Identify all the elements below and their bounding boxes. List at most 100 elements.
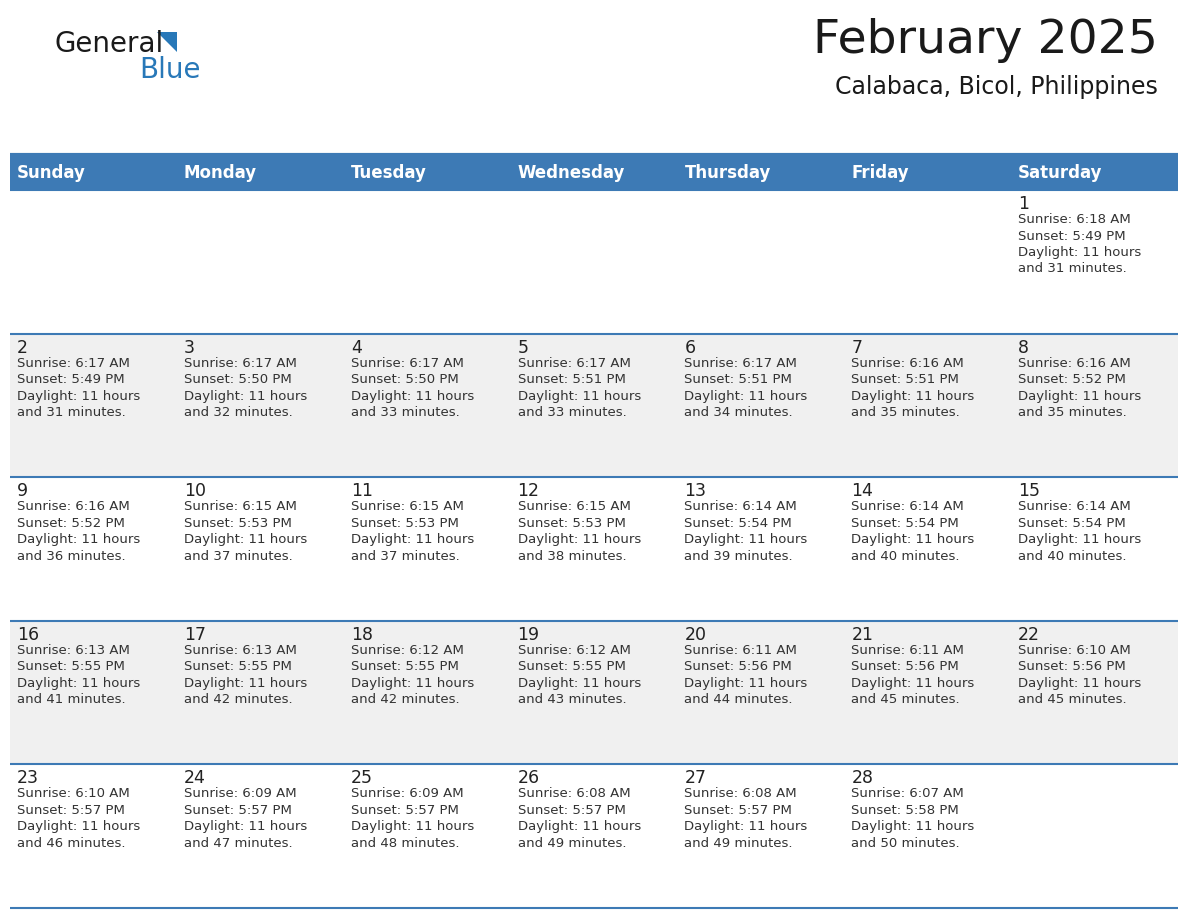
Text: and 33 minutes.: and 33 minutes. bbox=[350, 406, 460, 420]
Text: Sunset: 5:52 PM: Sunset: 5:52 PM bbox=[17, 517, 125, 530]
Bar bbox=[10, 765, 1178, 908]
Bar bbox=[177, 155, 343, 190]
Text: 23: 23 bbox=[17, 769, 39, 788]
Text: 14: 14 bbox=[852, 482, 873, 500]
Bar bbox=[343, 155, 511, 190]
Bar bbox=[10, 155, 177, 190]
Text: Daylight: 11 hours: Daylight: 11 hours bbox=[17, 389, 140, 403]
Text: 18: 18 bbox=[350, 626, 373, 644]
Text: Sunset: 5:53 PM: Sunset: 5:53 PM bbox=[184, 517, 292, 530]
Text: and 35 minutes.: and 35 minutes. bbox=[1018, 406, 1127, 420]
Text: Tuesday: Tuesday bbox=[350, 163, 426, 182]
Text: 20: 20 bbox=[684, 626, 707, 644]
Text: Daylight: 11 hours: Daylight: 11 hours bbox=[17, 821, 140, 834]
Text: 4: 4 bbox=[350, 339, 361, 356]
Text: Daylight: 11 hours: Daylight: 11 hours bbox=[184, 677, 308, 689]
Text: and 39 minutes.: and 39 minutes. bbox=[684, 550, 794, 563]
Text: and 42 minutes.: and 42 minutes. bbox=[184, 693, 292, 706]
Text: and 36 minutes.: and 36 minutes. bbox=[17, 550, 126, 563]
Text: 3: 3 bbox=[184, 339, 195, 356]
Text: and 31 minutes.: and 31 minutes. bbox=[17, 406, 126, 420]
Text: and 33 minutes.: and 33 minutes. bbox=[518, 406, 626, 420]
Text: Daylight: 11 hours: Daylight: 11 hours bbox=[184, 821, 308, 834]
Text: 9: 9 bbox=[17, 482, 29, 500]
Text: Sunrise: 6:09 AM: Sunrise: 6:09 AM bbox=[350, 788, 463, 800]
Text: Daylight: 11 hours: Daylight: 11 hours bbox=[518, 533, 640, 546]
Text: 10: 10 bbox=[184, 482, 206, 500]
Text: Sunset: 5:57 PM: Sunset: 5:57 PM bbox=[184, 804, 292, 817]
Text: Sunrise: 6:07 AM: Sunrise: 6:07 AM bbox=[852, 788, 963, 800]
Text: and 41 minutes.: and 41 minutes. bbox=[17, 693, 126, 706]
Text: Daylight: 11 hours: Daylight: 11 hours bbox=[350, 533, 474, 546]
Text: and 40 minutes.: and 40 minutes. bbox=[1018, 550, 1126, 563]
Text: Friday: Friday bbox=[852, 163, 909, 182]
Bar bbox=[677, 155, 845, 190]
Text: Sunset: 5:55 PM: Sunset: 5:55 PM bbox=[17, 660, 125, 673]
Text: Sunset: 5:56 PM: Sunset: 5:56 PM bbox=[852, 660, 959, 673]
Text: 27: 27 bbox=[684, 769, 707, 788]
Text: Sunset: 5:58 PM: Sunset: 5:58 PM bbox=[852, 804, 959, 817]
Text: Sunset: 5:55 PM: Sunset: 5:55 PM bbox=[518, 660, 625, 673]
Text: Sunset: 5:57 PM: Sunset: 5:57 PM bbox=[17, 804, 125, 817]
Text: Daylight: 11 hours: Daylight: 11 hours bbox=[184, 533, 308, 546]
Bar bbox=[10, 621, 1178, 765]
Text: Sunrise: 6:17 AM: Sunrise: 6:17 AM bbox=[684, 356, 797, 370]
Text: Sunrise: 6:13 AM: Sunrise: 6:13 AM bbox=[184, 644, 297, 656]
Text: 26: 26 bbox=[518, 769, 539, 788]
Text: Daylight: 11 hours: Daylight: 11 hours bbox=[852, 821, 974, 834]
Text: Sunrise: 6:13 AM: Sunrise: 6:13 AM bbox=[17, 644, 129, 656]
Text: Daylight: 11 hours: Daylight: 11 hours bbox=[518, 389, 640, 403]
Text: Saturday: Saturday bbox=[1018, 163, 1102, 182]
Text: 28: 28 bbox=[852, 769, 873, 788]
Bar bbox=[10, 190, 1178, 333]
Text: Sunrise: 6:14 AM: Sunrise: 6:14 AM bbox=[684, 500, 797, 513]
Text: Sunset: 5:57 PM: Sunset: 5:57 PM bbox=[518, 804, 625, 817]
Text: 25: 25 bbox=[350, 769, 373, 788]
Text: Sunset: 5:55 PM: Sunset: 5:55 PM bbox=[350, 660, 459, 673]
Text: Sunrise: 6:10 AM: Sunrise: 6:10 AM bbox=[1018, 644, 1131, 656]
Text: and 34 minutes.: and 34 minutes. bbox=[684, 406, 794, 420]
Polygon shape bbox=[157, 32, 177, 52]
Text: and 45 minutes.: and 45 minutes. bbox=[852, 693, 960, 706]
Text: and 38 minutes.: and 38 minutes. bbox=[518, 550, 626, 563]
Text: 12: 12 bbox=[518, 482, 539, 500]
Text: Sunrise: 6:15 AM: Sunrise: 6:15 AM bbox=[518, 500, 631, 513]
Text: Sunset: 5:54 PM: Sunset: 5:54 PM bbox=[684, 517, 792, 530]
Text: Sunset: 5:54 PM: Sunset: 5:54 PM bbox=[852, 517, 959, 530]
Text: Sunset: 5:56 PM: Sunset: 5:56 PM bbox=[1018, 660, 1126, 673]
Text: Sunset: 5:49 PM: Sunset: 5:49 PM bbox=[1018, 230, 1126, 242]
Text: Monday: Monday bbox=[184, 163, 257, 182]
Text: Sunrise: 6:08 AM: Sunrise: 6:08 AM bbox=[684, 788, 797, 800]
Text: and 45 minutes.: and 45 minutes. bbox=[1018, 693, 1126, 706]
Text: Sunday: Sunday bbox=[17, 163, 86, 182]
Text: Daylight: 11 hours: Daylight: 11 hours bbox=[184, 389, 308, 403]
Text: Daylight: 11 hours: Daylight: 11 hours bbox=[852, 677, 974, 689]
Text: and 42 minutes.: and 42 minutes. bbox=[350, 693, 460, 706]
Text: Daylight: 11 hours: Daylight: 11 hours bbox=[1018, 246, 1142, 259]
Text: Sunrise: 6:17 AM: Sunrise: 6:17 AM bbox=[350, 356, 463, 370]
Text: Sunrise: 6:17 AM: Sunrise: 6:17 AM bbox=[17, 356, 129, 370]
Text: Sunset: 5:50 PM: Sunset: 5:50 PM bbox=[350, 373, 459, 386]
Text: Sunrise: 6:15 AM: Sunrise: 6:15 AM bbox=[350, 500, 463, 513]
Text: 17: 17 bbox=[184, 626, 206, 644]
Text: 11: 11 bbox=[350, 482, 373, 500]
Text: and 50 minutes.: and 50 minutes. bbox=[852, 837, 960, 850]
Text: Sunrise: 6:18 AM: Sunrise: 6:18 AM bbox=[1018, 213, 1131, 226]
Text: Daylight: 11 hours: Daylight: 11 hours bbox=[684, 821, 808, 834]
Text: 21: 21 bbox=[852, 626, 873, 644]
Text: and 44 minutes.: and 44 minutes. bbox=[684, 693, 792, 706]
Text: Thursday: Thursday bbox=[684, 163, 771, 182]
Text: Wednesday: Wednesday bbox=[518, 163, 625, 182]
Bar bbox=[845, 155, 1011, 190]
Text: Daylight: 11 hours: Daylight: 11 hours bbox=[852, 389, 974, 403]
Text: Sunset: 5:49 PM: Sunset: 5:49 PM bbox=[17, 373, 125, 386]
Text: Daylight: 11 hours: Daylight: 11 hours bbox=[852, 533, 974, 546]
Text: Sunrise: 6:16 AM: Sunrise: 6:16 AM bbox=[1018, 356, 1131, 370]
Text: Sunset: 5:52 PM: Sunset: 5:52 PM bbox=[1018, 373, 1126, 386]
Text: 16: 16 bbox=[17, 626, 39, 644]
Text: Daylight: 11 hours: Daylight: 11 hours bbox=[684, 677, 808, 689]
Text: Daylight: 11 hours: Daylight: 11 hours bbox=[350, 821, 474, 834]
Text: Daylight: 11 hours: Daylight: 11 hours bbox=[17, 533, 140, 546]
Bar bbox=[10, 333, 1178, 477]
Text: 15: 15 bbox=[1018, 482, 1041, 500]
